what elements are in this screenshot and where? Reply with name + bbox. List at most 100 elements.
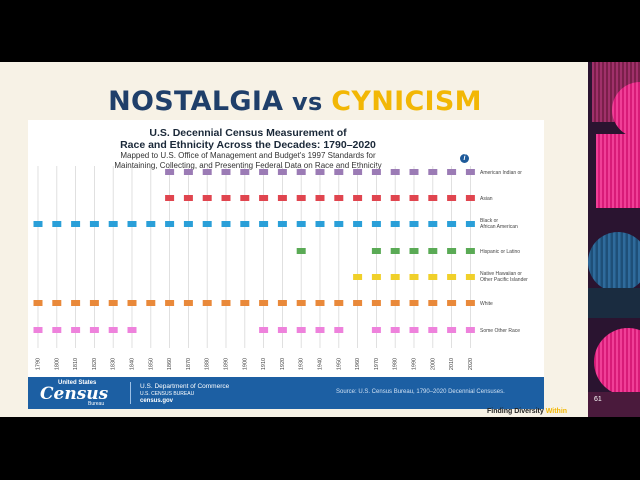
year-tick-label: 1960	[355, 358, 361, 370]
series-label-line2: Other Pacific Islander	[480, 277, 528, 283]
series-marker	[165, 300, 175, 306]
series-marker	[447, 327, 457, 333]
series-marker	[334, 221, 344, 227]
series-marker	[277, 169, 287, 175]
dept-census-bureau: U.S. CENSUS BUREAU	[140, 391, 195, 397]
series-marker	[108, 221, 118, 227]
series-marker	[390, 221, 400, 227]
census-logo: Census	[40, 384, 109, 404]
info-icon[interactable]: i	[460, 154, 469, 163]
series-marker	[428, 327, 438, 333]
series-marker	[259, 300, 269, 306]
series-marker	[146, 300, 156, 306]
series-marker	[33, 327, 43, 333]
year-tick-label: 2020	[468, 358, 474, 370]
year-tick-label: 1810	[73, 358, 79, 370]
series-marker	[390, 248, 400, 254]
year-tick-label: 1850	[148, 358, 154, 370]
year-tick-label: 1820	[92, 358, 98, 370]
series-marker	[334, 327, 344, 333]
year-tick-label: 1830	[111, 358, 117, 370]
series-marker	[390, 274, 400, 280]
series-marker	[183, 221, 193, 227]
series-marker	[371, 248, 381, 254]
census-footer-bar: United States Census Bureau U.S. Departm…	[28, 377, 544, 409]
series-label: Hispanic or Latino	[480, 249, 520, 255]
series-marker	[371, 274, 381, 280]
series-marker	[447, 195, 457, 201]
series-marker	[428, 274, 438, 280]
series-marker	[165, 169, 175, 175]
year-tick-label: 1990	[411, 358, 417, 370]
year-tick-label: 1980	[393, 358, 399, 370]
year-tick-label: 1880	[205, 358, 211, 370]
series-marker	[33, 300, 43, 306]
series-marker	[409, 248, 419, 254]
series-marker	[353, 300, 363, 306]
series-marker	[334, 300, 344, 306]
series-marker	[259, 195, 269, 201]
figure-subtitle-line2: Maintaining, Collecting, and Presenting …	[114, 160, 382, 170]
series-marker	[371, 327, 381, 333]
series-label: Asian	[480, 196, 493, 202]
census-logo-bureau: Bureau	[88, 401, 105, 407]
series-marker	[259, 327, 269, 333]
series-marker	[371, 300, 381, 306]
decorative-side-panel	[588, 62, 640, 417]
series-marker	[465, 274, 475, 280]
source-note: Source: U.S. Census Bureau, 1790–2020 De…	[336, 389, 505, 395]
year-tick-label: 1920	[280, 358, 286, 370]
series-marker	[296, 195, 306, 201]
series-marker	[240, 169, 250, 175]
series-marker	[465, 327, 475, 333]
figure-subtitle: Mapped to U.S. Office of Management and …	[28, 151, 468, 170]
series-marker	[202, 169, 212, 175]
series-label-line2: African American	[480, 224, 518, 230]
series-marker	[183, 195, 193, 201]
series-marker	[447, 169, 457, 175]
series-marker	[259, 221, 269, 227]
census-gov-link[interactable]: census.gov	[140, 398, 174, 404]
series-marker	[315, 221, 325, 227]
presentation-slide: NOSTALGIA vs CYNICISM 61 U.S. Decennial …	[0, 62, 640, 417]
year-tick-label: 1890	[223, 358, 229, 370]
series-marker	[353, 195, 363, 201]
series-marker	[447, 248, 457, 254]
year-tick-label: 1870	[186, 358, 192, 370]
series-marker	[165, 195, 175, 201]
series-marker	[183, 300, 193, 306]
series-marker	[465, 300, 475, 306]
series-marker	[221, 169, 231, 175]
year-tick-label: 1950	[336, 358, 342, 370]
series-marker	[296, 169, 306, 175]
series-marker	[465, 221, 475, 227]
series-marker	[428, 195, 438, 201]
series-marker	[89, 300, 99, 306]
year-tick-label: 1860	[167, 358, 173, 370]
year-tick-label: 1930	[299, 358, 305, 370]
series-marker	[71, 327, 81, 333]
series-marker	[33, 221, 43, 227]
series-marker	[202, 195, 212, 201]
series-marker	[334, 169, 344, 175]
title-vs: vs	[283, 88, 332, 116]
series-marker	[353, 274, 363, 280]
series-marker	[52, 327, 62, 333]
series-marker	[390, 195, 400, 201]
year-tick-label: 1900	[242, 358, 248, 370]
series-marker	[371, 221, 381, 227]
year-tick-label: 2010	[449, 358, 455, 370]
series-marker	[409, 169, 419, 175]
series-marker	[277, 195, 287, 201]
series-marker	[296, 248, 306, 254]
footer-divider	[130, 382, 131, 404]
series-marker	[353, 221, 363, 227]
series-marker	[71, 300, 81, 306]
series-marker	[296, 300, 306, 306]
series-marker	[240, 221, 250, 227]
series-marker	[127, 300, 137, 306]
series-label: Some Other Race	[480, 328, 520, 334]
series-marker	[428, 169, 438, 175]
year-tick-label: 1800	[54, 358, 60, 370]
series-marker	[409, 300, 419, 306]
